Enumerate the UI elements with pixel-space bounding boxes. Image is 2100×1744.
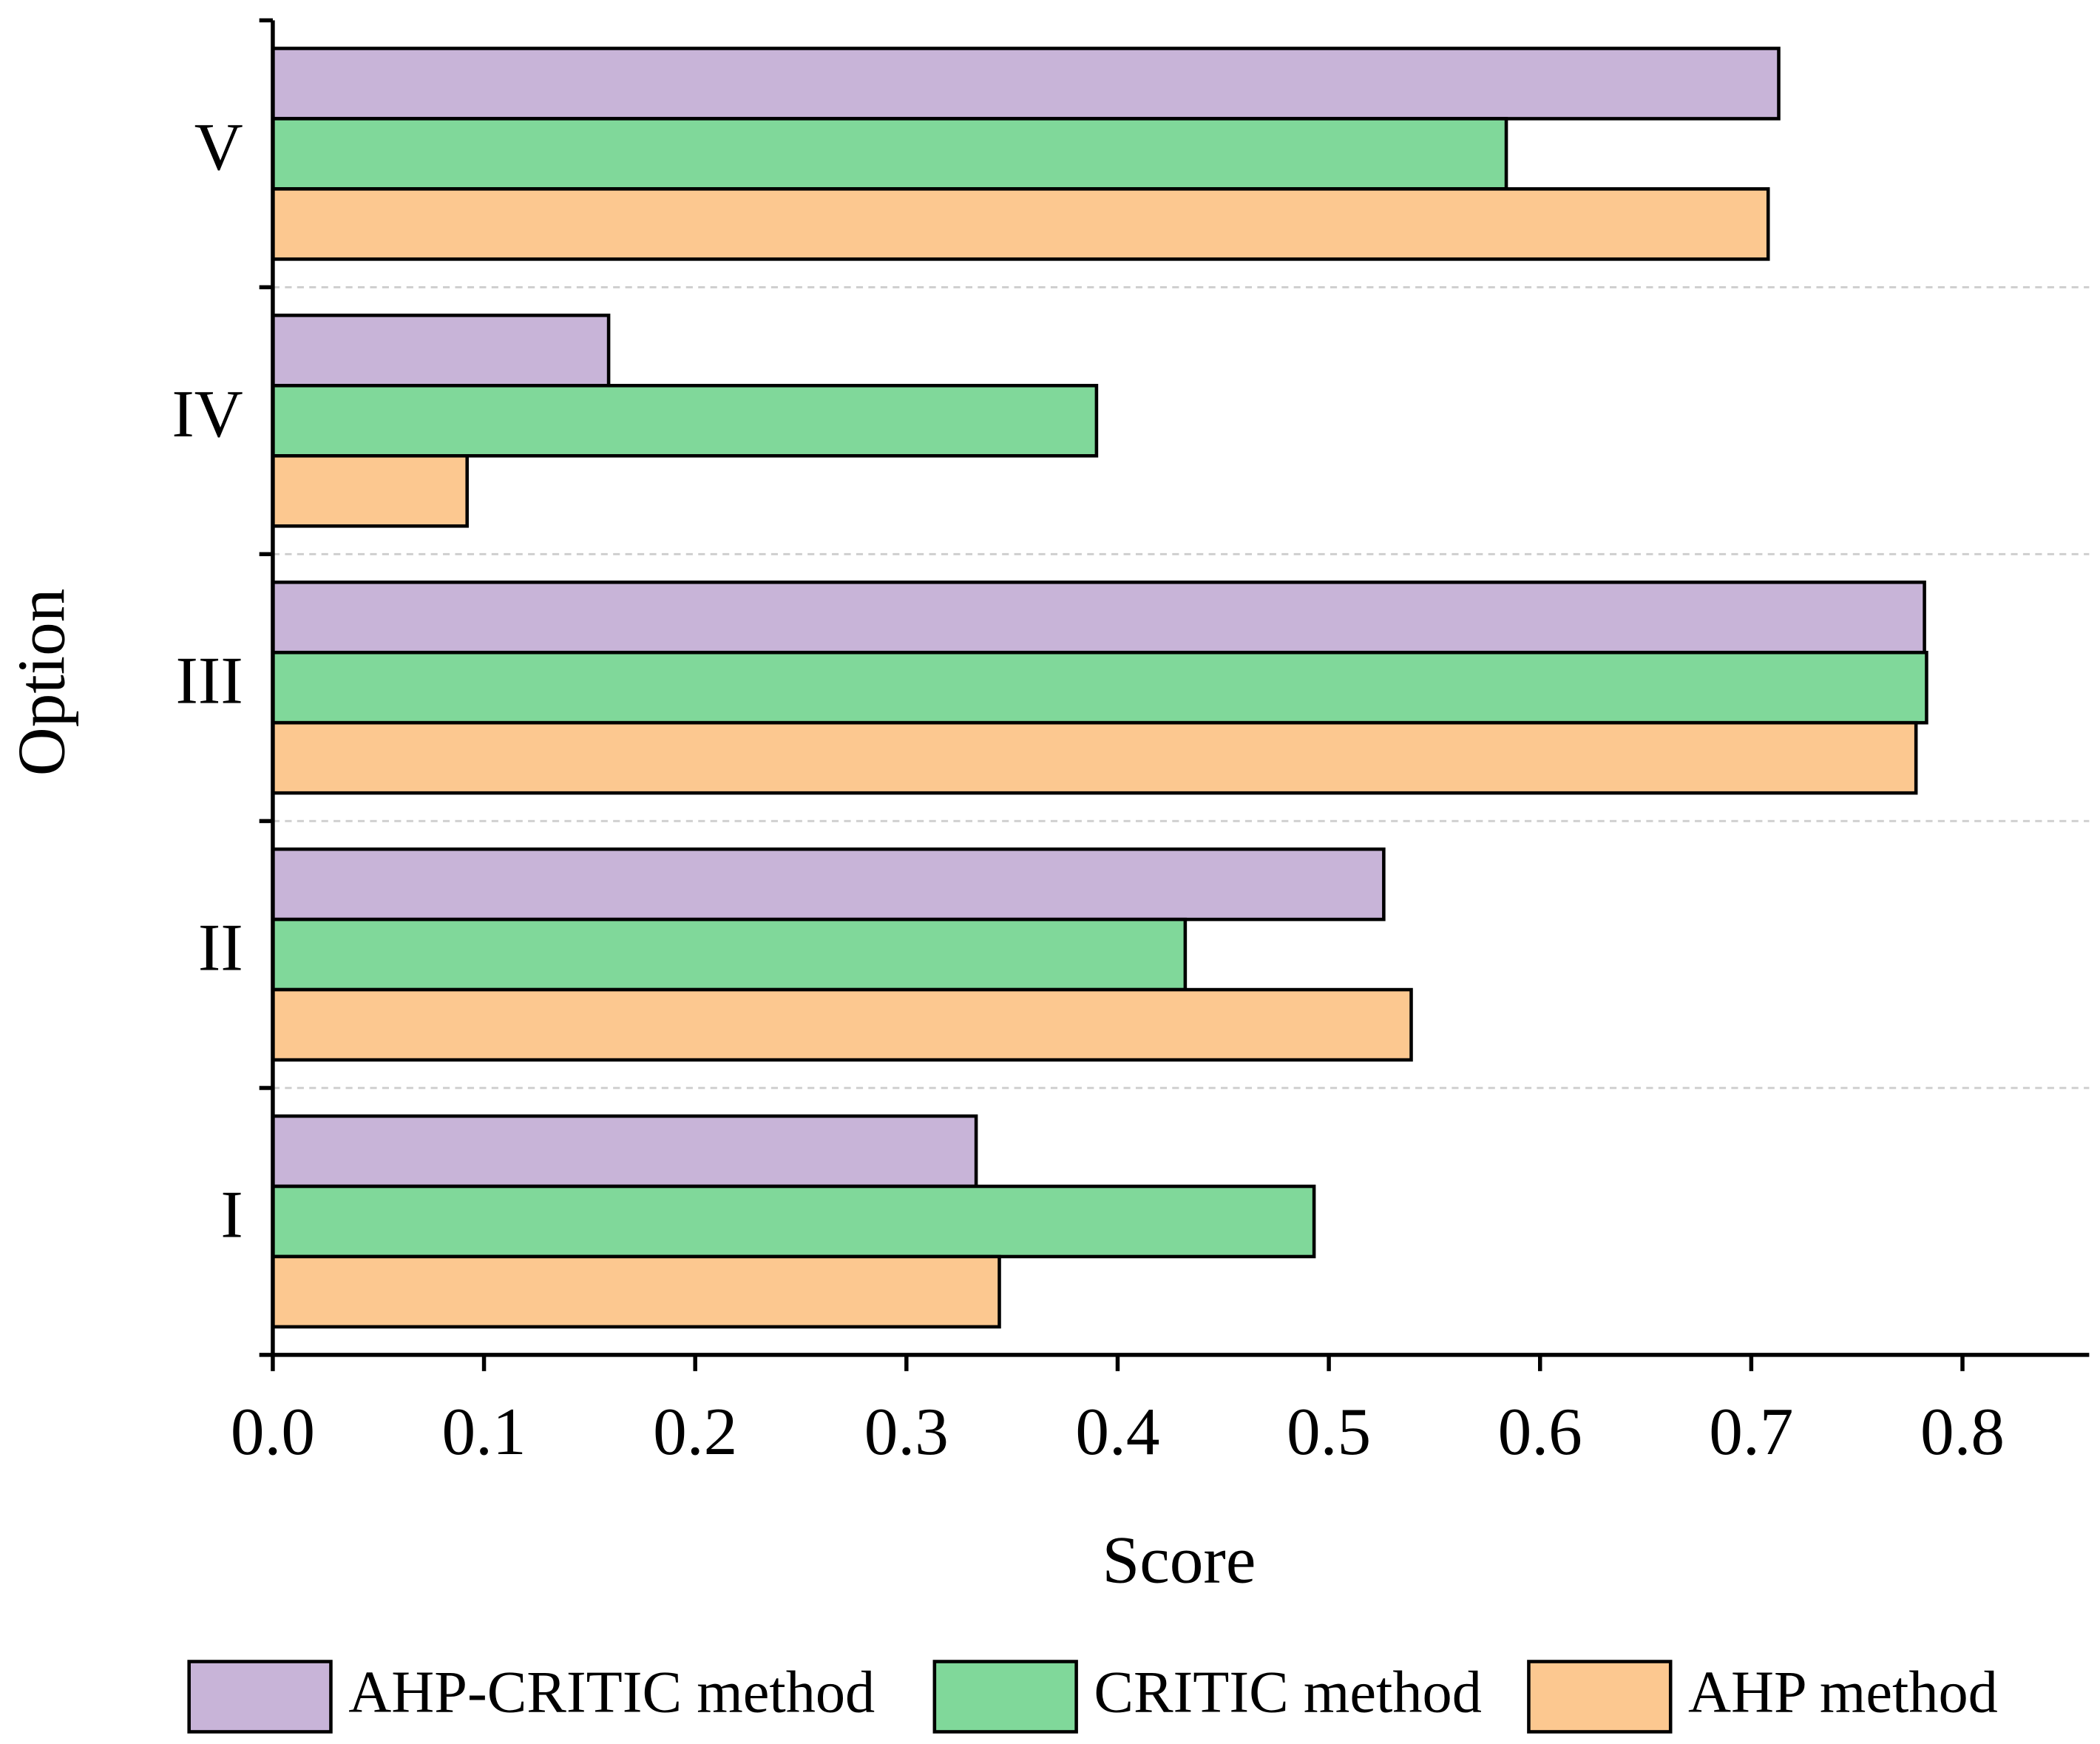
bar [271, 580, 1926, 655]
bar [271, 1114, 978, 1189]
bar [271, 917, 1188, 992]
bar [271, 187, 1770, 261]
legend-swatch [187, 1660, 333, 1734]
y-tick-label: IV [172, 376, 243, 451]
x-tick-label: 0.3 [864, 1394, 949, 1469]
y-tick-label: III [176, 643, 243, 718]
x-tick-label: 0.6 [1498, 1394, 1582, 1469]
bar [271, 1184, 1316, 1259]
y-tick-label: I [220, 1177, 243, 1251]
legend-label: AHP method [1688, 1659, 1998, 1725]
bar [271, 47, 1781, 121]
bar [271, 384, 1099, 458]
bar [271, 1254, 1001, 1329]
y-tick-label: II [198, 910, 243, 985]
x-tick-label: 0.2 [653, 1394, 737, 1469]
x-tick-label: 0.0 [231, 1394, 315, 1469]
y-tick-label: V [194, 109, 243, 184]
x-tick-label: 0.5 [1287, 1394, 1371, 1469]
x-axis-label: Score [1102, 1523, 1256, 1598]
legend-label: CRITIC method [1094, 1659, 1482, 1725]
legend-label: AHP-CRITIC method [348, 1659, 875, 1725]
bar [271, 720, 1918, 795]
bar [271, 650, 1928, 725]
x-tick-label: 0.8 [1920, 1394, 2005, 1469]
bar [271, 454, 469, 528]
bar [271, 117, 1508, 191]
bar [271, 314, 611, 388]
x-tick-label: 0.1 [441, 1394, 526, 1469]
bar [271, 987, 1413, 1062]
legend-swatch [1527, 1660, 1673, 1734]
y-axis-label: Option [4, 589, 79, 777]
x-tick-label: 0.7 [1709, 1394, 1793, 1469]
x-tick-label: 0.4 [1075, 1394, 1159, 1469]
bar [271, 847, 1386, 922]
legend-swatch [932, 1660, 1078, 1734]
